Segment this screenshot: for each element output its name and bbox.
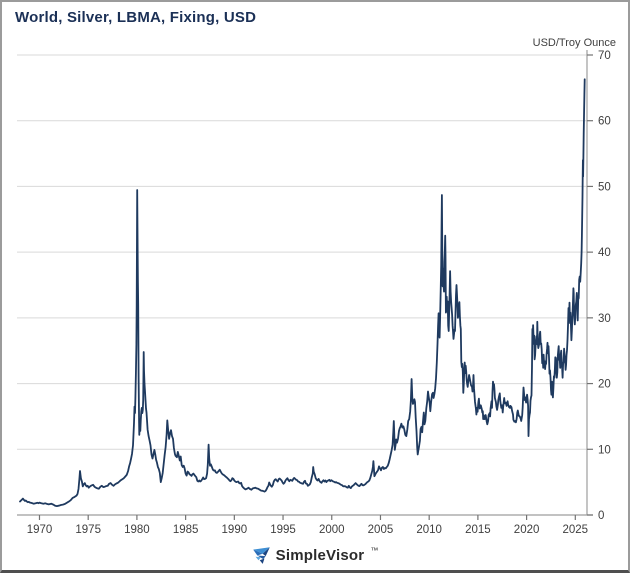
y-tick-label: 50	[598, 181, 611, 193]
x-tick-label: 1975	[75, 524, 101, 536]
simplevisor-brand-text: SimpleVisor	[275, 547, 365, 564]
series-silver	[19, 78, 586, 508]
silver-price-line	[19, 78, 586, 508]
x-tick-label: 1970	[27, 524, 53, 536]
y-tick-label: 20	[598, 379, 611, 391]
x-tick-label: 1980	[124, 524, 150, 536]
x-tick-label: 2015	[465, 524, 491, 536]
axis-unit-label: USD/Troy Ounce	[532, 37, 616, 49]
x-tick-label: 2000	[319, 524, 345, 536]
x-tick-label: 2025	[563, 524, 589, 536]
chart-title: World, Silver, LBMA, Fixing, USD	[15, 9, 257, 26]
x-tick-label: 1990	[222, 524, 248, 536]
x-tick-label: 2010	[416, 524, 442, 536]
x-axis: 1970 1975 1980 1985 1990 1995 2000 2005 2010 2015…	[27, 515, 588, 536]
x-tick-label: 2005	[368, 524, 394, 536]
y-tick-label: 30	[598, 313, 611, 325]
y-tick-label: 60	[598, 116, 611, 128]
trademark-symbol: ™	[370, 546, 379, 555]
gridlines	[17, 54, 587, 450]
y-tick-label: 0	[598, 510, 604, 522]
simplevisor-logo: SimpleVisor ™	[2, 546, 628, 565]
x-tick-label: 2020	[514, 524, 540, 536]
y-tick-label: 10	[598, 444, 611, 456]
y-axis: 0 10 20 30 40 50 60 70	[587, 50, 611, 522]
y-tick-label: 70	[598, 50, 611, 62]
x-tick-label: 1995	[270, 524, 296, 536]
simplevisor-eagle-icon	[252, 547, 270, 564]
x-tick-label: 1985	[173, 524, 199, 536]
axes	[17, 50, 593, 516]
y-tick-label: 40	[598, 247, 611, 259]
